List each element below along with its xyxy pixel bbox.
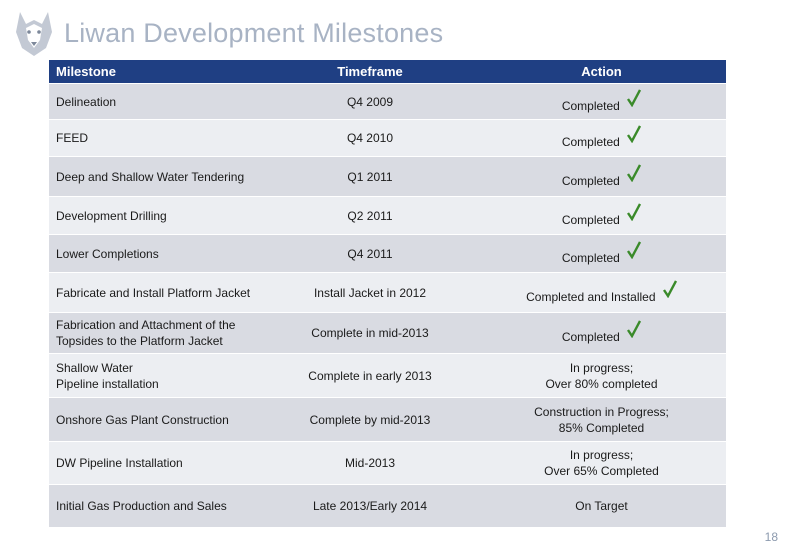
action-line: Over 80% completed [545, 376, 658, 391]
action-cell: Completed [477, 196, 726, 235]
table-row: Lower Completions Q4 2011 Completed [49, 234, 726, 273]
action-cell: Completed [477, 119, 726, 157]
checkmark-icon [662, 279, 677, 298]
action-cell: Construction in Progress; 85% Completed [477, 397, 726, 442]
table-row: Onshore Gas Plant Construction Complete … [49, 397, 726, 442]
checkmark-icon [627, 88, 642, 107]
action-cell: Completed [477, 234, 726, 273]
timeframe-cell: Complete by mid-2013 [263, 397, 477, 442]
action-text: Completed [561, 173, 620, 188]
action-text: Completed and Installed [526, 289, 656, 304]
table-row: Fabricate and Install Platform Jacket In… [49, 272, 726, 313]
milestone-cell: Initial Gas Production and Sales [49, 484, 263, 527]
checkmark-icon [627, 240, 642, 259]
action-text: Completed [561, 212, 620, 227]
milestone-cell: Fabrication and Attachment of the Topsid… [49, 312, 263, 354]
page-title: Liwan Development Milestones [64, 18, 444, 48]
action-text: Completed [561, 98, 620, 113]
milestone-cell: Fabricate and Install Platform Jacket [49, 272, 263, 313]
table-row: Fabrication and Attachment of the Topsid… [49, 312, 726, 354]
timeframe-cell: Q4 2011 [263, 234, 477, 273]
timeframe-cell: Q1 2011 [263, 156, 477, 197]
action-line: In progress; [569, 360, 634, 375]
action-line: In progress; [569, 448, 634, 462]
action-cell: Completed [477, 156, 726, 197]
table-row: Initial Gas Production and Sales Late 20… [49, 484, 726, 527]
page-number: 18 [764, 530, 778, 544]
column-header-milestone: Milestone [49, 60, 263, 84]
timeframe-cell: Complete in mid-2013 [263, 312, 477, 354]
milestone-cell: FEED [49, 119, 263, 157]
table-row: Development Drilling Q2 2011 Completed [49, 196, 726, 235]
action-line: Construction in Progress; [534, 404, 669, 419]
timeframe-cell: Mid-2013 [263, 441, 477, 485]
column-header-action: Action [477, 60, 726, 84]
action-line: 85% Completed [558, 420, 645, 435]
table-row: FEED Q4 2010 Completed [49, 119, 726, 157]
milestone-line: Pipeline installation [56, 376, 159, 391]
action-cell: Completed [477, 83, 726, 120]
checkmark-icon [627, 163, 642, 182]
checkmark-icon [627, 320, 642, 338]
action-text: Completed [561, 250, 620, 265]
action-cell: In progress; Over 65% Completed [477, 441, 726, 485]
timeframe-cell: Install Jacket in 2012 [263, 272, 477, 313]
action-cell: In progress; Over 80% completed [477, 353, 726, 398]
milestone-cell: Onshore Gas Plant Construction [49, 397, 263, 442]
action-cell: Completed [477, 312, 726, 354]
timeframe-cell: Late 2013/Early 2014 [263, 484, 477, 527]
checkmark-icon [627, 202, 642, 221]
milestones-table: Milestone Timeframe Action Delineation Q… [49, 60, 726, 527]
table-header-row: Milestone Timeframe Action [49, 60, 726, 84]
table-row: Deep and Shallow Water Tendering Q1 2011… [49, 156, 726, 197]
table-row: DW Pipeline Installation Mid-2013 In pro… [49, 441, 726, 485]
milestone-cell: DW Pipeline Installation [49, 441, 263, 485]
timeframe-cell: Q2 2011 [263, 196, 477, 235]
action-cell: Completed and Installed [477, 272, 726, 313]
milestone-cell: Shallow Water Pipeline installation [49, 353, 263, 398]
checkmark-icon [627, 125, 642, 143]
milestone-line: Shallow Water [56, 360, 133, 375]
milestone-cell: Lower Completions [49, 234, 263, 273]
timeframe-cell: Complete in early 2013 [263, 353, 477, 398]
table-row: Delineation Q4 2009 Completed [49, 83, 726, 120]
action-text: Completed [561, 135, 620, 150]
action-text: On Target [575, 498, 628, 513]
column-header-timeframe: Timeframe [263, 60, 477, 84]
action-line: Over 65% Completed [544, 464, 659, 478]
table-row: Shallow Water Pipeline installation Comp… [49, 353, 726, 398]
timeframe-cell: Q4 2009 [263, 83, 477, 120]
action-cell: On Target [477, 484, 726, 527]
milestone-cell: Delineation [49, 83, 263, 120]
milestone-cell: Development Drilling [49, 196, 263, 235]
milestone-cell: Deep and Shallow Water Tendering [49, 156, 263, 197]
timeframe-cell: Q4 2010 [263, 119, 477, 157]
husky-logo-icon [16, 12, 52, 56]
action-text: Completed [561, 330, 620, 345]
